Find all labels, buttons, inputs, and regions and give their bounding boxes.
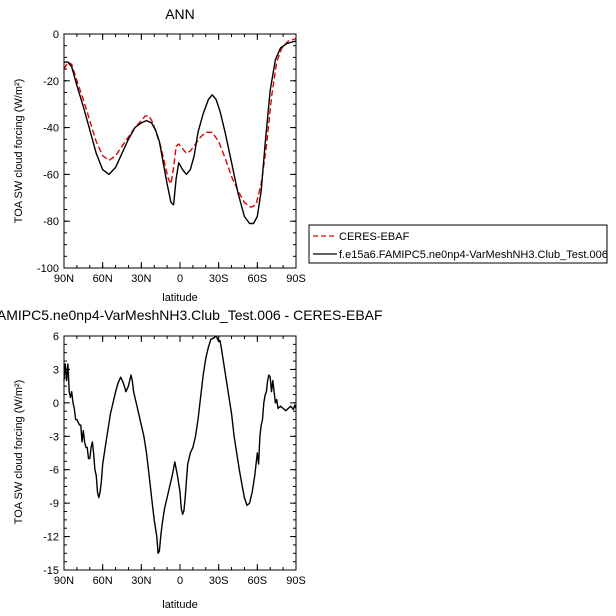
x-tick-label: 30N (131, 575, 151, 587)
panel-1-ticks (63, 33, 297, 269)
y-tick-label: -6 (49, 465, 59, 477)
x-tick-label: 90S (286, 273, 306, 285)
legend: CERES-EBAF f.e15a6.FAMIPC5.ne0np4-VarMes… (308, 224, 608, 264)
x-tick-label: 0 (177, 273, 183, 285)
x-tick-label: 30S (209, 575, 229, 587)
x-tick-label: 90S (286, 575, 306, 587)
y-tick-label: -60 (43, 169, 59, 181)
panel-2-ticks (63, 335, 297, 571)
x-tick-label: 30S (209, 273, 229, 285)
panel-2-y-axis-label: TOA SW cloud forcing (W/m²) (13, 380, 25, 525)
legend-box (308, 224, 608, 264)
series-line-1 (63, 335, 297, 554)
y-tick-label: -3 (49, 431, 59, 443)
series-line-2 (64, 40, 297, 225)
series-line-1 (63, 38, 297, 208)
panel-1-plot-frame (63, 33, 297, 269)
panel-1-x-axis-label: latitude (162, 292, 197, 304)
x-tick-label: 60N (93, 273, 113, 285)
y-tick-label: -40 (43, 123, 59, 135)
panel-1-title: ANN (165, 6, 195, 22)
x-tick-label: 60N (93, 575, 113, 587)
y-tick-label: -100 (37, 263, 59, 275)
panel-difference: 6.FAMIPC5.ne0np4-VarMeshNH3.Club_Test.00… (0, 307, 383, 611)
panel-2-plot-frame (63, 335, 297, 571)
panel-1-series (63, 38, 297, 225)
x-tick-label: 90N (54, 273, 74, 285)
legend-label-ceres: CERES-EBAF (339, 231, 410, 243)
x-tick-label: 0 (177, 575, 183, 587)
legend-label-model: f.e15a6.FAMIPC5.ne0np4-VarMeshNH3.Club_T… (339, 249, 608, 261)
panel-annual-mean: ANN TOA SW cloud forcing (W/m²) latitude… (13, 6, 306, 304)
x-tick-label: 60S (248, 273, 268, 285)
y-tick-label: 0 (53, 398, 59, 410)
panel-1-tick-labels: 90N 60N 30N 0 30S 60S 90S 0 -20 -40 -60 -80 -100 (37, 29, 306, 285)
x-tick-label: 60S (248, 575, 268, 587)
x-tick-label: 30N (131, 273, 151, 285)
panel-1-y-axis-label: TOA SW cloud forcing (W/m²) (13, 79, 25, 224)
y-tick-label: -20 (43, 76, 59, 88)
y-tick-label: -80 (43, 216, 59, 228)
panel-2-tick-labels: 90N 60N 30N 0 30S 60S 90S 6 3 0 -3 -6 -9 -12 -15 (43, 331, 306, 587)
y-tick-label: 3 (53, 364, 59, 376)
panel-2-series (63, 335, 297, 554)
y-tick-label: 6 (53, 331, 59, 343)
y-tick-label: -15 (43, 565, 59, 577)
y-tick-label: -9 (49, 498, 59, 510)
y-tick-label: 0 (53, 29, 59, 41)
panel-2-title: 6.FAMIPC5.ne0np4-VarMeshNH3.Club_Test.00… (0, 307, 383, 323)
x-tick-label: 90N (54, 575, 74, 587)
y-tick-label: -12 (43, 532, 59, 544)
panel-2-x-axis-label: latitude (162, 599, 197, 611)
